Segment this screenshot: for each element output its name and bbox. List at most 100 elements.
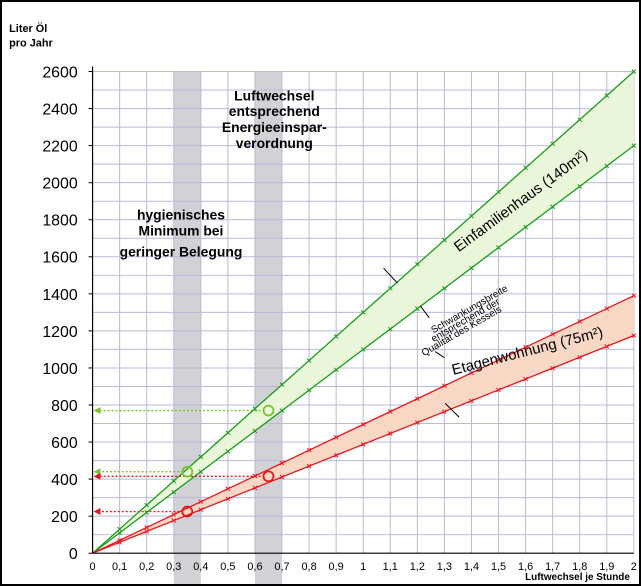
band-label-energy-line1: Luftwechsel	[234, 87, 314, 103]
circle-marker-3	[262, 470, 275, 483]
series-point	[387, 431, 393, 436]
series-point	[279, 460, 285, 466]
series-point	[279, 474, 285, 480]
series-point	[631, 143, 637, 148]
series-point	[225, 486, 231, 492]
x-tick-label: 1,1	[383, 561, 398, 573]
x-tick-label: 1,6	[518, 561, 533, 573]
series-point	[604, 344, 610, 349]
x-tick-label: 0,8	[301, 561, 316, 573]
y-tick-label: 2600	[42, 64, 77, 81]
series-point	[360, 310, 366, 315]
series-point	[117, 539, 122, 545]
x-tick-label: 1,8	[572, 561, 587, 573]
x-tick-label: 1,3	[437, 561, 452, 573]
shaded-band-1	[254, 71, 283, 584]
x-tick-label: 1,7	[545, 561, 560, 573]
x-tick-label: 1,9	[599, 561, 614, 573]
x-tick-label: 1	[360, 561, 366, 573]
series-point	[523, 165, 528, 171]
band-label-energy-line4: verordnung	[236, 135, 313, 151]
circle-markers	[181, 404, 275, 518]
band-label-energy-line3: Energieeinspar-	[222, 119, 327, 135]
band-label-hygiene-line1: hygienisches	[137, 207, 225, 223]
series-point	[117, 526, 122, 532]
x-tick-label: 0,9	[329, 561, 344, 573]
x-tick-label: 1,5	[491, 561, 506, 573]
annotation-arrow-3	[434, 351, 445, 358]
series-point	[442, 237, 447, 243]
y-tick-label: 800	[51, 398, 78, 415]
series-point	[360, 347, 366, 352]
series-point	[550, 365, 555, 371]
series-point	[333, 452, 339, 458]
chart-labels: 0 200 400 600 800 1000 1200 1400 1600 1800 2000 220…	[9, 22, 637, 583]
series-point	[469, 398, 474, 404]
series-point	[171, 489, 177, 495]
circle-marker-0	[181, 465, 194, 478]
x-axis-label: Luftwechsel je Stunde	[525, 572, 630, 583]
x-tick-label: 1,4	[464, 561, 479, 573]
y-axis-label-line2: pro Jahr	[9, 38, 53, 50]
series-point	[360, 422, 366, 427]
series-point	[306, 358, 312, 363]
shaded-bands	[173, 71, 283, 584]
series-point	[279, 382, 285, 387]
y-tick-label: 1800	[42, 213, 77, 230]
y-tick-label: 2200	[42, 139, 77, 156]
series-point	[117, 530, 122, 536]
series-point	[631, 69, 637, 74]
readoff-arrowhead-3	[93, 508, 101, 516]
series-point	[198, 499, 204, 505]
y-tick-label: 400	[51, 472, 78, 489]
annotation-arrow-2	[419, 305, 430, 319]
x-tick-label: 0,4	[193, 561, 208, 573]
series-point	[442, 383, 447, 389]
band-label-energy-line2: entsprechend	[229, 103, 320, 119]
series-point	[631, 293, 637, 299]
series-point	[252, 473, 258, 479]
shaded-band-0	[173, 71, 201, 584]
series-point	[442, 285, 447, 291]
annotation-arrow-0	[383, 267, 398, 284]
series-point	[306, 463, 312, 469]
series-point	[523, 224, 528, 230]
series-point	[306, 387, 312, 393]
series-point	[252, 428, 258, 434]
y-tick-label: 0	[69, 546, 78, 563]
series-point	[387, 326, 393, 332]
series-point	[144, 525, 150, 530]
series-point	[225, 448, 231, 454]
series-point	[550, 331, 555, 337]
series-point	[496, 387, 501, 393]
series-point	[198, 454, 204, 460]
x-tick-label: 2	[631, 561, 637, 573]
y-tick-label: 2400	[42, 102, 77, 119]
series-point	[387, 409, 393, 414]
series-point	[577, 354, 583, 360]
series-point	[469, 265, 474, 271]
series-point	[577, 319, 583, 324]
y-tick-label: 1200	[42, 324, 77, 341]
x-tick-label: 0	[90, 561, 96, 573]
band-label-hygiene-line3: geringer Belegung	[120, 243, 243, 259]
series-point	[414, 261, 420, 267]
series-point	[414, 420, 420, 425]
series-point	[279, 408, 285, 413]
x-tick-label: 0,7	[274, 561, 289, 573]
series-point	[333, 334, 339, 339]
x-tick-label: 1,2	[410, 561, 425, 573]
series-point	[171, 478, 177, 484]
readoff-arrowhead-2	[93, 472, 101, 480]
series-point	[469, 213, 474, 219]
series-point	[577, 184, 583, 189]
series-point	[252, 406, 258, 412]
series-point	[306, 447, 312, 453]
series-point	[198, 469, 204, 475]
series-point	[333, 367, 339, 373]
series-point	[604, 93, 610, 98]
series-point	[523, 376, 528, 382]
series-point	[414, 396, 420, 402]
y-tick-label: 1600	[42, 250, 77, 267]
